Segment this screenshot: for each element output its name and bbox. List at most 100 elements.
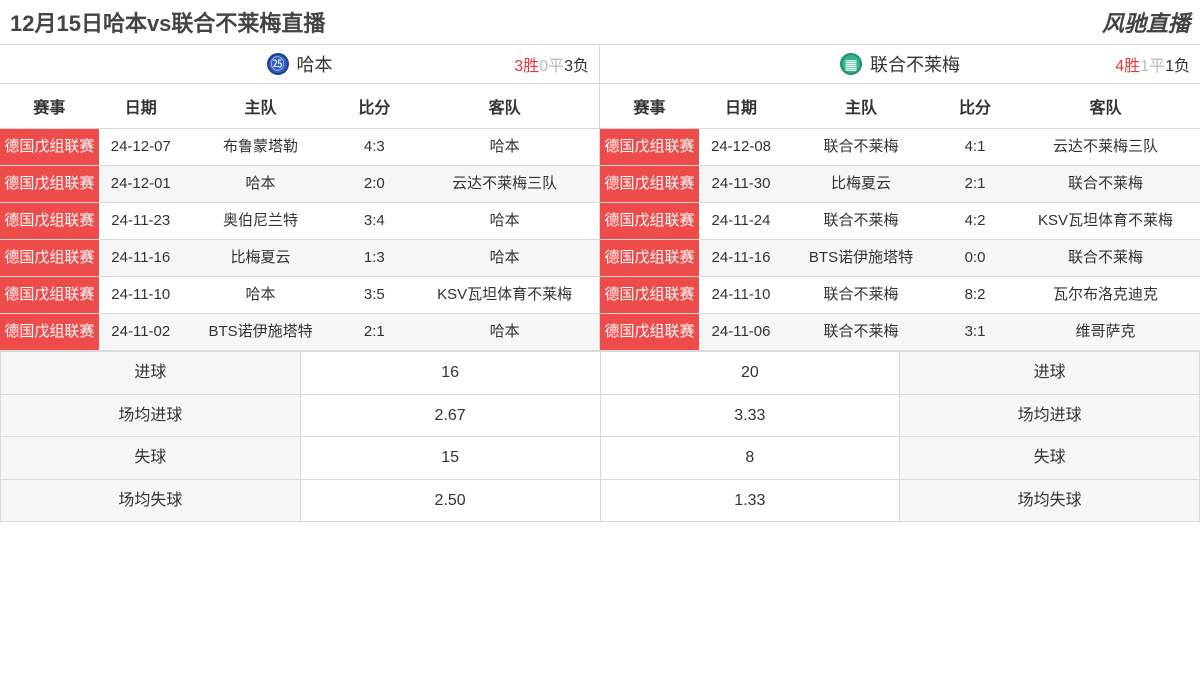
team-b-logo-icon: ▦	[840, 53, 862, 75]
cell-away: 哈本	[410, 314, 599, 351]
summary-label: 失球	[900, 437, 1200, 480]
cell-score: 1:3	[338, 240, 410, 277]
team-b-record: 4胜1平1负	[1110, 52, 1190, 76]
cell-league: 德国戊组联赛	[600, 240, 699, 277]
summary-label: 失球	[1, 437, 301, 480]
cell-league: 德国戊组联赛	[0, 203, 99, 240]
site-name: 风驰直播	[1102, 6, 1190, 38]
summary-row-avg-conceded: 场均失球 2.50 1.33 场均失球	[1, 479, 1200, 522]
cell-league: 德国戊组联赛	[600, 314, 699, 351]
team-b-name: 联合不莱梅	[870, 51, 960, 77]
summary-label: 场均进球	[900, 394, 1200, 437]
summary-val-b: 8	[600, 437, 900, 480]
summary-table: 进球 16 20 进球 场均进球 2.67 3.33 场均进球 失球 15 8 …	[0, 351, 1200, 522]
cell-home: 联合不莱梅	[783, 129, 939, 166]
match-row[interactable]: 德国戊组联赛24-11-16BTS诺伊施塔特0:0联合不莱梅	[600, 240, 1200, 277]
match-row[interactable]: 德国戊组联赛24-11-23奥伯尼兰特3:4哈本	[0, 203, 599, 240]
summary-val-a: 2.67	[300, 394, 600, 437]
cell-score: 4:1	[939, 129, 1011, 166]
col-date: 日期	[99, 84, 183, 129]
summary-val-a: 15	[300, 437, 600, 480]
cell-league: 德国戊组联赛	[600, 129, 699, 166]
summary-val-b: 20	[600, 352, 900, 395]
col-league: 赛事	[0, 84, 99, 129]
cell-league: 德国戊组联赛	[0, 129, 99, 166]
col-home: 主队	[783, 84, 939, 129]
summary-row-avg-goals: 场均进球 2.67 3.33 场均进球	[1, 394, 1200, 437]
summary-label: 进球	[900, 352, 1200, 395]
table-header-row: 赛事 日期 主队 比分 客队	[600, 84, 1200, 129]
cell-date: 24-11-16	[699, 240, 783, 277]
match-row[interactable]: 德国戊组联赛24-12-07布鲁蒙塔勒4:3哈本	[0, 129, 599, 166]
cell-home: BTS诺伊施塔特	[183, 314, 339, 351]
cell-away: 哈本	[410, 129, 599, 166]
summary-row-goals: 进球 16 20 进球	[1, 352, 1200, 395]
cell-score: 3:4	[338, 203, 410, 240]
cell-date: 24-11-30	[699, 166, 783, 203]
cell-score: 2:1	[338, 314, 410, 351]
cell-league: 德国戊组联赛	[0, 240, 99, 277]
cell-home: 比梅夏云	[183, 240, 339, 277]
cell-date: 24-11-06	[699, 314, 783, 351]
cell-away: 联合不莱梅	[1011, 240, 1200, 277]
cell-date: 24-11-02	[99, 314, 183, 351]
col-away: 客队	[410, 84, 599, 129]
summary-val-a: 2.50	[300, 479, 600, 522]
match-row[interactable]: 德国戊组联赛24-11-16比梅夏云1:3哈本	[0, 240, 599, 277]
cell-league: 德国戊组联赛	[0, 277, 99, 314]
page-title: 12月15日哈本vs联合不莱梅直播	[10, 6, 325, 38]
summary-label: 进球	[1, 352, 301, 395]
cell-date: 24-11-10	[99, 277, 183, 314]
page-header: 12月15日哈本vs联合不莱梅直播 风驰直播	[0, 0, 1200, 44]
cell-score: 8:2	[939, 277, 1011, 314]
team-b-matches-table: 赛事 日期 主队 比分 客队 德国戊组联赛24-12-08联合不莱梅4:1云达不…	[600, 84, 1200, 351]
cell-date: 24-12-08	[699, 129, 783, 166]
cell-home: 联合不莱梅	[783, 314, 939, 351]
cell-date: 24-11-16	[99, 240, 183, 277]
cell-league: 德国戊组联赛	[600, 166, 699, 203]
match-row[interactable]: 德国戊组联赛24-11-24联合不莱梅4:2KSV瓦坦体育不莱梅	[600, 203, 1200, 240]
cell-score: 2:1	[939, 166, 1011, 203]
match-row[interactable]: 德国戊组联赛24-11-02BTS诺伊施塔特2:1哈本	[0, 314, 599, 351]
cell-date: 24-12-01	[99, 166, 183, 203]
cell-home: 哈本	[183, 166, 339, 203]
summary-row-conceded: 失球 15 8 失球	[1, 437, 1200, 480]
cell-score: 3:1	[939, 314, 1011, 351]
match-row[interactable]: 德国戊组联赛24-11-10哈本3:5KSV瓦坦体育不莱梅	[0, 277, 599, 314]
col-away: 客队	[1011, 84, 1200, 129]
col-score: 比分	[338, 84, 410, 129]
team-a-matches-table: 赛事 日期 主队 比分 客队 德国戊组联赛24-12-07布鲁蒙塔勒4:3哈本德…	[0, 84, 599, 351]
cell-score: 3:5	[338, 277, 410, 314]
summary-val-b: 1.33	[600, 479, 900, 522]
comparison-container: ㉕ 哈本 3胜0平3负 赛事 日期 主队 比分 客队 德国戊组联赛24-12-0…	[0, 44, 1200, 351]
cell-league: 德国戊组联赛	[600, 277, 699, 314]
cell-away: 云达不莱梅三队	[410, 166, 599, 203]
summary-label: 场均进球	[1, 394, 301, 437]
match-row[interactable]: 德国戊组联赛24-11-06联合不莱梅3:1维哥萨克	[600, 314, 1200, 351]
cell-away: KSV瓦坦体育不莱梅	[1011, 203, 1200, 240]
cell-home: BTS诺伊施塔特	[783, 240, 939, 277]
cell-league: 德国戊组联赛	[0, 314, 99, 351]
cell-away: 瓦尔布洛克迪克	[1011, 277, 1200, 314]
match-row[interactable]: 德国戊组联赛24-12-08联合不莱梅4:1云达不莱梅三队	[600, 129, 1200, 166]
col-home: 主队	[183, 84, 339, 129]
cell-away: 哈本	[410, 240, 599, 277]
cell-away: 云达不莱梅三队	[1011, 129, 1200, 166]
match-row[interactable]: 德国戊组联赛24-11-30比梅夏云2:1联合不莱梅	[600, 166, 1200, 203]
team-a-logo-icon: ㉕	[267, 53, 289, 75]
cell-home: 联合不莱梅	[783, 203, 939, 240]
cell-score: 2:0	[338, 166, 410, 203]
cell-score: 4:3	[338, 129, 410, 166]
cell-away: KSV瓦坦体育不莱梅	[410, 277, 599, 314]
summary-val-a: 16	[300, 352, 600, 395]
match-row[interactable]: 德国戊组联赛24-11-10联合不莱梅8:2瓦尔布洛克迪克	[600, 277, 1200, 314]
team-a-name: 哈本	[297, 51, 333, 77]
team-b-panel: ▦ 联合不莱梅 4胜1平1负 赛事 日期 主队 比分 客队 德国戊组联赛24-1…	[600, 44, 1200, 351]
cell-date: 24-11-10	[699, 277, 783, 314]
match-row[interactable]: 德国戊组联赛24-12-01哈本2:0云达不莱梅三队	[0, 166, 599, 203]
cell-home: 比梅夏云	[783, 166, 939, 203]
cell-date: 24-11-23	[99, 203, 183, 240]
team-a-header: ㉕ 哈本 3胜0平3负	[0, 44, 599, 84]
team-a-panel: ㉕ 哈本 3胜0平3负 赛事 日期 主队 比分 客队 德国戊组联赛24-12-0…	[0, 44, 600, 351]
team-b-header: ▦ 联合不莱梅 4胜1平1负	[600, 44, 1200, 84]
